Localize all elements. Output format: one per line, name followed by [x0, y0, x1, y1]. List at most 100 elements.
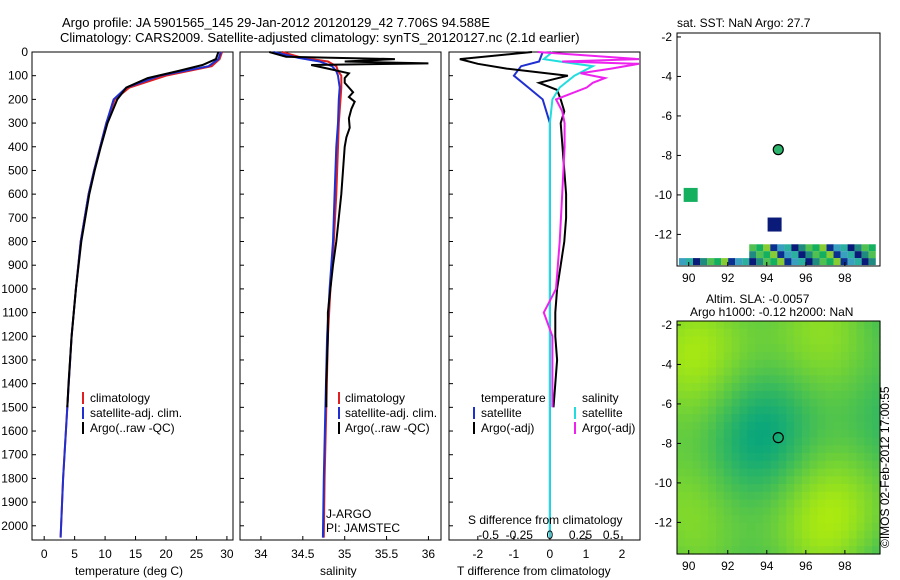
sla-cell [708, 398, 717, 408]
depth-tick-label: 1000 [1, 282, 28, 296]
sla-cell [723, 499, 733, 508]
sla-cell [747, 398, 756, 408]
sla-cell [747, 367, 756, 376]
sla-cell [778, 336, 787, 345]
sla-cell [770, 445, 780, 454]
sla-cell [723, 422, 733, 431]
sla-cell [731, 406, 741, 415]
sla-cell [700, 406, 709, 415]
sla-cell [692, 375, 701, 384]
depth-tick-label: 400 [8, 140, 28, 154]
sst-cell [685, 258, 694, 266]
sla-cell [856, 429, 865, 439]
sla-cell [716, 359, 725, 369]
sla-cell [739, 359, 748, 369]
sla-cell [801, 321, 811, 330]
sla-cell [723, 398, 733, 408]
sla-cell [747, 390, 756, 400]
sla-cell [770, 367, 780, 376]
sla-cell [801, 422, 811, 431]
sla-cell [856, 546, 865, 555]
sla-cell [747, 437, 756, 446]
sla-cell [755, 530, 764, 540]
sla-cell [778, 375, 787, 384]
salinity-plot: 34 34.5 35 35.5 36 [254, 51, 435, 561]
sla-cell [817, 522, 826, 532]
sla-cell [692, 468, 701, 477]
sla-cell [809, 390, 819, 400]
sla-cell [778, 491, 787, 501]
x-tick-label: 15 [129, 547, 143, 561]
sla-cell [786, 491, 795, 501]
x-tick-label: 1 [583, 547, 590, 561]
sla-cell [833, 507, 842, 516]
sla-cell [794, 522, 803, 532]
sla-cell [747, 328, 756, 338]
sla-cell [841, 491, 850, 501]
sla-cell [747, 476, 756, 485]
float-program-label: J-ARGO [326, 507, 371, 521]
series-line [269, 51, 429, 408]
sst-cell [847, 258, 855, 266]
sla-cell [731, 507, 741, 516]
sla-cell [856, 359, 865, 369]
x-tick-label: 20 [159, 547, 173, 561]
sla-cell [762, 422, 772, 431]
sst-cell [777, 251, 785, 259]
sla-cell [731, 344, 741, 353]
depth-tick-label: 500 [8, 163, 28, 177]
sla-cell [848, 546, 858, 555]
x-tick-label: 2 [619, 547, 626, 561]
sla-cell [692, 414, 701, 423]
sla-cell [841, 476, 850, 485]
sla-cell [739, 414, 748, 423]
sst-cell [791, 258, 799, 266]
sst-cell [826, 244, 834, 252]
sla-cell [833, 468, 842, 477]
sla-cell [684, 499, 694, 508]
sla-cell [762, 460, 772, 470]
sla-cell [786, 344, 795, 353]
sla-cell [708, 375, 717, 384]
sla-cell [848, 344, 858, 353]
sla-cell [841, 367, 850, 376]
sla-cell [716, 530, 725, 540]
sla-cell [794, 445, 803, 454]
sla-cell [833, 515, 842, 524]
sla-cell [786, 352, 795, 361]
sst-cell [833, 251, 841, 259]
sla-cell [770, 383, 780, 392]
sla-cell [841, 522, 850, 532]
sla-cell [739, 390, 748, 400]
sla-cell [684, 336, 694, 345]
sla-cell [723, 336, 733, 345]
sla-cell [848, 398, 858, 408]
sla-cell [716, 390, 725, 400]
sla-cell [817, 453, 826, 462]
sla-cell [723, 328, 733, 338]
sst-cell [714, 258, 722, 266]
sla-cell [794, 344, 803, 353]
legend-label-satellite: satellite-adj. clim. [90, 406, 182, 420]
sla-cell [716, 375, 725, 384]
sla-cell [801, 336, 811, 345]
sla-cell [809, 406, 819, 415]
sla-cell [872, 445, 881, 454]
sla-cell [716, 460, 725, 470]
sla-cell [716, 476, 725, 485]
sla-cell [700, 499, 709, 508]
sla-cell [825, 546, 834, 555]
sla-cell [739, 437, 748, 446]
x-tick-label: 90 [682, 271, 696, 285]
sla-cell [809, 344, 819, 353]
sla-cell [801, 398, 811, 408]
x-tick-label: 98 [838, 559, 852, 573]
sla-cell [731, 460, 741, 470]
sla-cell [833, 491, 842, 501]
sla-cell [708, 484, 717, 493]
sla-cell [723, 460, 733, 470]
sla-cell [817, 530, 826, 540]
sla-cell [786, 445, 795, 454]
sst-cell [812, 251, 820, 259]
